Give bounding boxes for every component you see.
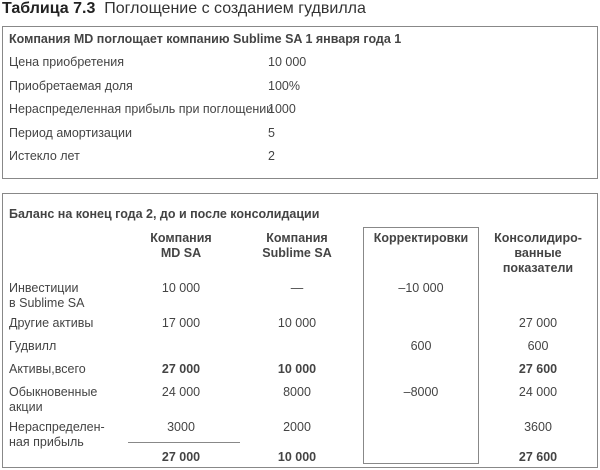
- terms-value: 2: [268, 149, 275, 163]
- cell-md: 10 000: [161, 281, 201, 295]
- row-label: Другие активы: [9, 316, 94, 330]
- cell-cons: 600: [527, 339, 549, 353]
- terms-value: 5: [268, 126, 275, 140]
- row-label: Активы,всего: [9, 362, 86, 376]
- column-header: Корректировки: [373, 231, 469, 245]
- terms-label: Цена приобретения: [9, 55, 125, 69]
- terms-label: Истекло лет: [9, 149, 80, 163]
- cell-cons: 24 000: [518, 385, 558, 399]
- column-header: Консолидиро- ванные показатели: [494, 231, 582, 275]
- cell-sublime: 2000: [283, 420, 311, 434]
- cell-cons: 27 000: [518, 316, 558, 330]
- cell-sublime: 10 000: [277, 362, 317, 376]
- terms-value: 10 000: [268, 55, 307, 69]
- cell-sublime: 10 000: [277, 450, 317, 464]
- cell-md: 17 000: [161, 316, 201, 330]
- adjustments-column-box: [363, 227, 479, 464]
- cell-md: 27 000: [161, 362, 201, 376]
- cell-md: 27 000: [161, 450, 201, 464]
- cell-md: 24 000: [161, 385, 201, 399]
- terms-label: Нераспределенная прибыль при поглощении: [9, 102, 274, 116]
- balance-box: [2, 193, 598, 468]
- table-caption: Поглощение с созданием гудвилла: [104, 0, 366, 17]
- column-header: Компания Sublime SA: [262, 231, 332, 260]
- terms-label: Приобретаемая доля: [9, 79, 133, 93]
- column-header: Компания MD SA: [150, 231, 212, 260]
- terms-value: 1000: [268, 102, 296, 116]
- terms-box: [2, 26, 598, 179]
- cell-sublime: —: [290, 281, 304, 295]
- cell-cons: 27 600: [518, 362, 558, 376]
- terms-value: 100%: [268, 79, 300, 93]
- cell-md: 3000: [167, 420, 195, 434]
- balance-heading: Баланс на конец года 2, до и после консо…: [9, 207, 320, 221]
- cell-cons: 27 600: [518, 450, 558, 464]
- cell-cons: 3600: [524, 420, 552, 434]
- total-rule: [128, 442, 240, 443]
- table-title: Таблица 7.3 Поглощение с созданием гудви…: [2, 0, 366, 18]
- cell-sublime: 8000: [283, 385, 311, 399]
- cell-adj: –10 000: [398, 281, 444, 295]
- row-label: Инвестиции в Sublime SA: [9, 281, 85, 310]
- row-label: Нераспределен- ная прибыль: [9, 420, 105, 449]
- cell-adj: –8000: [403, 385, 439, 399]
- row-label: Обыкновенные акции: [9, 385, 98, 414]
- row-label: Гудвилл: [9, 339, 57, 353]
- table-number: Таблица 7.3: [2, 0, 96, 17]
- terms-heading: Компания MD поглощает компанию Sublime S…: [9, 32, 402, 46]
- cell-sublime: 10 000: [277, 316, 317, 330]
- cell-adj: 600: [410, 339, 432, 353]
- terms-label: Период амортизации: [9, 126, 133, 140]
